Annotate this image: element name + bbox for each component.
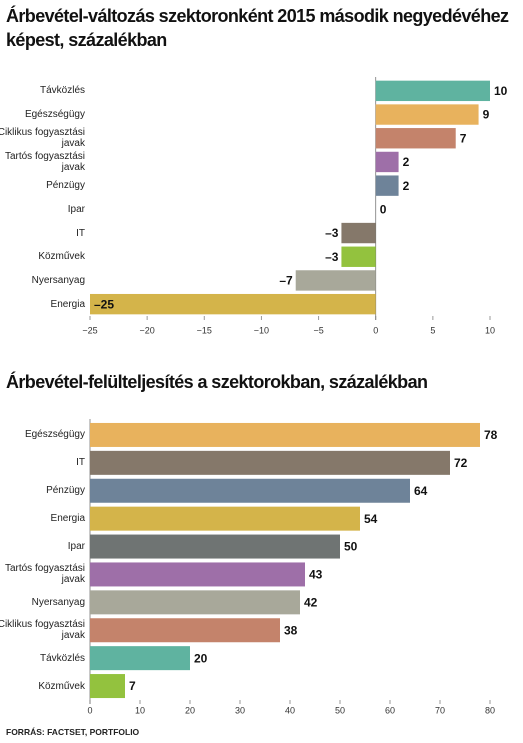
y-tick-label: Energia: [50, 513, 85, 525]
value-label: 43: [309, 568, 323, 582]
bar: [90, 422, 480, 447]
chart-title: Árbevétel-felülteljesítés a szektorokban…: [6, 372, 428, 392]
value-label: –7: [279, 274, 293, 288]
x-tick-label: −10: [254, 325, 269, 335]
y-tick-label: Egészségügy: [24, 429, 85, 441]
y-tick-label: Közművek: [38, 251, 85, 263]
y-tick-label: Ciklikus fogyasztási javak: [0, 127, 85, 150]
value-label: 38: [284, 623, 298, 637]
value-label: 7: [460, 131, 467, 145]
y-tick-label: IT: [76, 457, 85, 469]
x-tick-label: −20: [140, 325, 155, 335]
chart-title: Árbevétel-változás szektoronként 2015 má…: [6, 6, 509, 50]
value-label: –25: [94, 297, 114, 311]
x-tick-label: −5: [313, 325, 323, 335]
x-tick-label: 50: [335, 705, 345, 715]
bar: [375, 175, 399, 196]
bar: [90, 646, 190, 671]
y-tick-label: Távközlés: [39, 85, 85, 97]
value-label: 2: [403, 155, 410, 169]
y-tick-label: IT: [76, 227, 85, 239]
y-tick-label: Nyersanyag: [31, 596, 85, 608]
bar: [375, 151, 399, 173]
bar: [90, 506, 360, 531]
bar: [90, 478, 410, 503]
value-label: –3: [325, 250, 339, 264]
value-label: 2: [403, 179, 410, 193]
y-tick-label: Pénzügy: [46, 180, 85, 192]
bar: [90, 534, 340, 559]
x-tick-label: 60: [385, 705, 395, 715]
value-label: 50: [344, 540, 358, 554]
bar: [375, 104, 479, 125]
value-label: 64: [414, 484, 428, 498]
bar: [375, 80, 490, 102]
bar: [295, 270, 376, 291]
bar: [341, 246, 376, 267]
bar: [90, 618, 280, 643]
x-tick-label: −25: [82, 325, 97, 335]
x-tick-label: −15: [197, 325, 212, 335]
value-label: 0: [380, 203, 387, 217]
value-label: 9: [483, 108, 490, 122]
value-label: 20: [194, 651, 208, 665]
value-label: –3: [325, 226, 339, 240]
x-tick-label: 30: [235, 705, 245, 715]
y-tick-label: Energia: [50, 298, 85, 310]
value-label: 7: [129, 679, 136, 693]
bar: [90, 450, 450, 475]
y-tick-label: Pénzügy: [46, 485, 85, 497]
x-tick-label: 80: [485, 705, 495, 715]
y-tick-label: Nyersanyag: [31, 274, 85, 286]
x-tick-label: 20: [185, 705, 195, 715]
value-label: 10: [494, 84, 508, 98]
x-tick-label: 0: [373, 325, 378, 335]
y-tick-label: Távközlés: [39, 652, 85, 664]
bar: [341, 222, 376, 244]
y-tick-label: Ipar: [67, 203, 85, 215]
x-tick-label: 10: [135, 705, 145, 715]
y-tick-label: Ciklikus fogyasztási javak: [0, 619, 85, 642]
x-tick-label: 10: [485, 325, 495, 335]
y-tick-label: Egészségügy: [24, 109, 85, 121]
y-tick-label: Tartós fogyasztási javak: [4, 563, 85, 586]
bar: [90, 674, 125, 699]
source-note: FORRÁS: FACTSET, PORTFOLIO: [6, 727, 140, 737]
bar: [90, 293, 376, 315]
bar: [90, 590, 300, 615]
value-label: 54: [364, 512, 378, 526]
value-label: 78: [484, 428, 498, 442]
x-tick-label: 70: [435, 705, 445, 715]
bar: [90, 562, 305, 587]
x-tick-label: 0: [87, 705, 92, 715]
bar: [375, 128, 456, 149]
x-tick-label: 40: [285, 705, 295, 715]
value-label: 72: [454, 456, 468, 470]
y-tick-label: Közművek: [38, 680, 85, 692]
y-tick-label: Tartós fogyasztási javak: [4, 150, 85, 173]
value-label: 42: [304, 596, 318, 610]
x-tick-label: 5: [430, 325, 435, 335]
y-tick-label: Ipar: [67, 541, 85, 553]
